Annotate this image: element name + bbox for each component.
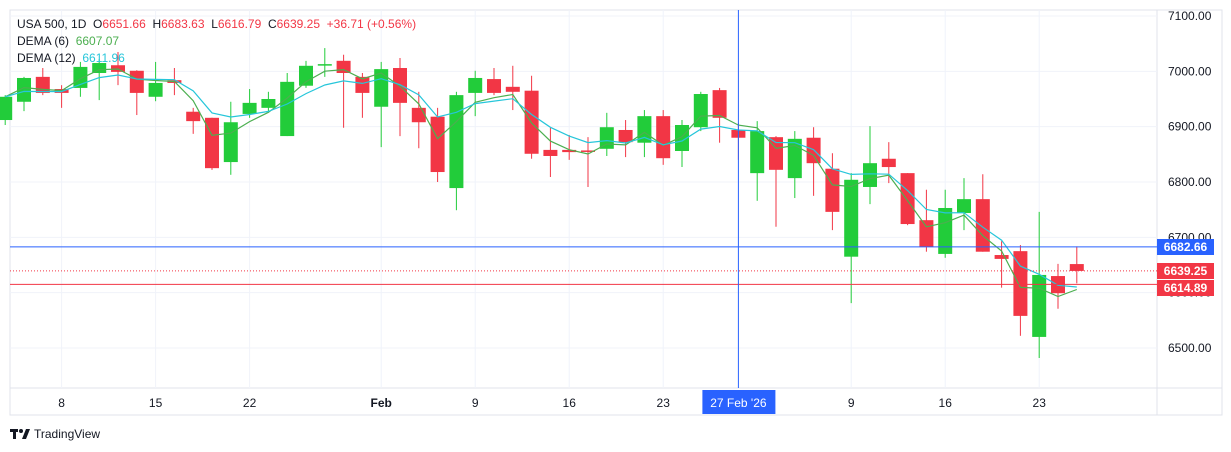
candle-body bbox=[581, 150, 595, 152]
crosshair-date-label: 27 Feb '26 bbox=[710, 396, 767, 410]
close-value: 6639.25 bbox=[276, 17, 320, 31]
change-value: +36.71 (+0.56%) bbox=[326, 17, 417, 31]
y-tick-label: 7000.00 bbox=[1168, 64, 1212, 78]
candle-body bbox=[994, 255, 1009, 259]
low-value: 6616.79 bbox=[217, 17, 262, 31]
candle-body bbox=[280, 81, 295, 137]
candle-body bbox=[430, 116, 445, 173]
candles bbox=[0, 48, 1084, 358]
legend: USA 500, 1D O6651.66 H6683.63 L6616.79 C… bbox=[17, 16, 416, 67]
candle-body bbox=[355, 76, 370, 93]
dema-price-tag: 6614.89 bbox=[1157, 280, 1214, 296]
close-label: C bbox=[267, 17, 277, 31]
dema-12-line bbox=[5, 74, 1077, 288]
candle-body bbox=[919, 220, 934, 247]
candle-body bbox=[0, 96, 13, 121]
open-label: O bbox=[93, 17, 103, 31]
candle-body bbox=[693, 94, 708, 128]
candle-body bbox=[186, 111, 201, 122]
high-label: H bbox=[152, 17, 162, 31]
grid bbox=[9, 9, 1223, 416]
candle-body bbox=[205, 117, 219, 169]
candle-body bbox=[468, 77, 483, 93]
candle-body bbox=[393, 68, 407, 103]
candle-body bbox=[17, 77, 31, 102]
x-tick-label: 16 bbox=[563, 396, 577, 410]
candle-body bbox=[148, 82, 163, 97]
candle-body bbox=[317, 64, 332, 66]
high-value: 6683.63 bbox=[161, 17, 205, 31]
candle-body bbox=[900, 173, 915, 225]
candle-body bbox=[712, 90, 727, 118]
candle-body bbox=[242, 102, 257, 114]
candle-body bbox=[374, 69, 389, 107]
y-tick-label: 6900.00 bbox=[1168, 120, 1212, 134]
candle-body bbox=[844, 179, 859, 257]
dema6-value: 6607.07 bbox=[75, 34, 120, 48]
symbol-label[interactable]: USA 500, 1D bbox=[17, 17, 87, 31]
candle-body bbox=[505, 86, 520, 92]
crosshair-price-tag: 6682.66 bbox=[1157, 239, 1214, 255]
x-tick-label: 23 bbox=[1033, 396, 1047, 410]
ohlc-row: USA 500, 1D O6651.66 H6683.63 L6616.79 C… bbox=[17, 16, 416, 33]
tradingview-logo[interactable]: TradingView bbox=[10, 427, 100, 441]
x-tick-label: 15 bbox=[149, 396, 163, 410]
candle-body bbox=[656, 116, 671, 159]
dema12-value: 6611.96 bbox=[82, 51, 125, 65]
candle-body bbox=[1069, 264, 1084, 271]
brand-label: TradingView bbox=[34, 427, 101, 441]
y-tick-label: 7100.00 bbox=[1168, 9, 1212, 23]
x-tick-label: 22 bbox=[243, 396, 257, 410]
x-tick-label: 23 bbox=[657, 396, 671, 410]
y-tick-label: 6500.00 bbox=[1168, 341, 1212, 355]
candle-body bbox=[881, 158, 896, 168]
candle-body bbox=[543, 149, 558, 156]
candle-body bbox=[957, 199, 971, 213]
candle-body bbox=[975, 199, 990, 252]
x-tick-label: 16 bbox=[939, 396, 953, 410]
candle-body bbox=[299, 65, 313, 86]
x-tick-label: 9 bbox=[472, 396, 479, 410]
candle-body bbox=[223, 122, 238, 163]
dema6-label: DEMA (6) bbox=[17, 34, 70, 48]
open-value: 6651.66 bbox=[102, 17, 146, 31]
candle-body bbox=[750, 131, 765, 174]
candle-body bbox=[637, 116, 652, 143]
candle-body bbox=[129, 70, 144, 93]
dema-lines bbox=[4, 68, 1078, 298]
candle-body bbox=[92, 63, 107, 73]
candle-body bbox=[863, 163, 877, 187]
candle-body bbox=[487, 79, 501, 93]
y-tick-label: 6800.00 bbox=[1168, 175, 1212, 189]
low-label: L bbox=[211, 17, 218, 31]
chart-frame bbox=[9, 9, 1223, 416]
axes: 7100.007000.006900.006800.006700.006600.… bbox=[58, 9, 1212, 414]
candle-body bbox=[1032, 274, 1047, 337]
candle-body bbox=[261, 98, 276, 108]
tradingview-logo-icon bbox=[10, 429, 30, 439]
candle-body bbox=[787, 138, 802, 179]
candle-body bbox=[1013, 251, 1028, 316]
candle-body bbox=[618, 129, 633, 143]
candle-body bbox=[411, 107, 426, 123]
x-tick-label: Feb bbox=[371, 396, 392, 410]
candle-body bbox=[35, 76, 50, 93]
candle-body bbox=[938, 207, 953, 254]
candle-body bbox=[675, 125, 689, 152]
last-price-tag: 6639.25 bbox=[1157, 263, 1214, 279]
candle-body bbox=[599, 127, 614, 149]
x-tick-label: 8 bbox=[58, 396, 65, 410]
dema-6-line bbox=[4, 68, 1078, 298]
dema6-row[interactable]: DEMA (6) 6607.07 bbox=[17, 33, 416, 50]
dema12-row[interactable]: DEMA (12) 6611.96 bbox=[17, 50, 416, 67]
dema12-label: DEMA (12) bbox=[17, 51, 76, 65]
x-tick-label: 9 bbox=[848, 396, 855, 410]
candle-body bbox=[562, 149, 577, 153]
candle-body bbox=[449, 95, 464, 189]
candle-body bbox=[825, 168, 840, 212]
crosshair-date-tag bbox=[702, 390, 776, 414]
price-lines bbox=[10, 10, 1157, 388]
